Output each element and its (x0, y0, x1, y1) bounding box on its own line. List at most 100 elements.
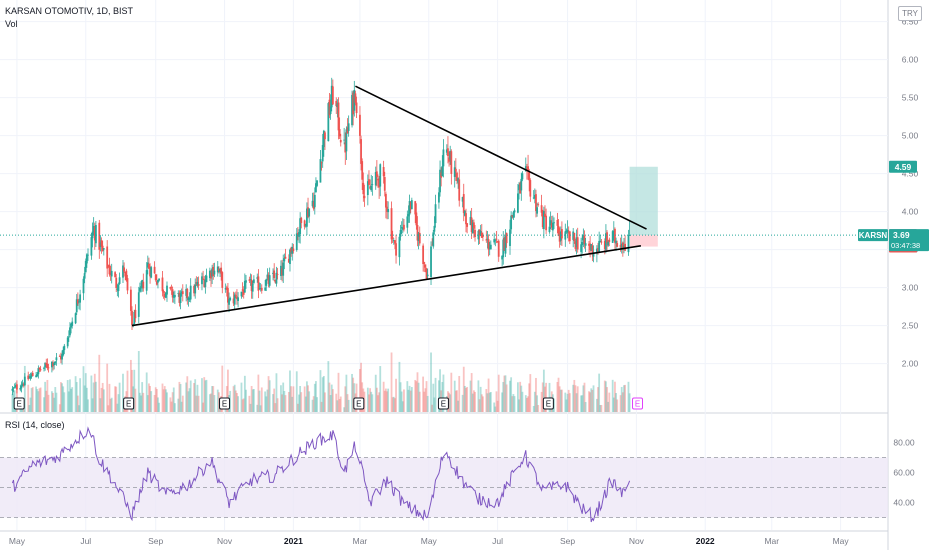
volume-bar (606, 387, 608, 412)
candle-body (237, 297, 239, 301)
volume-bar (162, 389, 165, 412)
volume-bar (497, 374, 500, 412)
volume-bar (252, 389, 255, 412)
volume-bar (204, 380, 207, 412)
candle-body (583, 235, 586, 245)
candle-body (432, 232, 435, 247)
volume-bar (424, 388, 427, 412)
candle-body (320, 162, 323, 164)
candle-body (374, 171, 377, 186)
volume-bar (612, 397, 615, 412)
volume-bar (177, 398, 180, 412)
candle-body (605, 233, 607, 250)
candle-body (109, 272, 112, 275)
candle-body (14, 385, 17, 388)
y-tick-label: 4.00 (902, 207, 919, 217)
candle-body (268, 275, 271, 286)
candle-body (259, 287, 262, 289)
candle-body (379, 164, 382, 187)
chart-title: KARSAN OTOMOTIV, 1D, BIST (5, 6, 134, 16)
candle-body (524, 166, 527, 171)
volume-bar (30, 388, 33, 412)
candle-body (316, 180, 318, 186)
earnings-box (353, 397, 365, 410)
volume-bar (260, 387, 263, 412)
candle-body (486, 238, 489, 240)
volume-bar (430, 352, 432, 412)
volume-bar (78, 405, 80, 412)
volume-bar (28, 405, 31, 412)
volume-legend: Vol (5, 19, 18, 29)
volume-bar (300, 392, 303, 412)
earnings-marker: E (353, 397, 365, 410)
candle-body (480, 232, 483, 238)
candle-body (566, 229, 569, 233)
candle-body (44, 362, 47, 368)
x-tick-label: May (421, 536, 438, 546)
volume-bar (324, 392, 326, 412)
candle-body (600, 241, 603, 243)
candle-body (284, 256, 287, 259)
candle-body (242, 289, 245, 295)
candle-body (76, 299, 79, 304)
volume-bar (256, 404, 259, 412)
candle-body (213, 270, 216, 275)
candle-body (479, 231, 482, 237)
candle-body (280, 265, 282, 276)
candle-body (528, 172, 531, 181)
volume-bar (83, 385, 86, 412)
candle-body (474, 229, 476, 237)
currency-button[interactable]: TRY (898, 6, 922, 21)
candle-body (612, 230, 615, 233)
volume-bar (398, 361, 401, 412)
candle-body (189, 285, 192, 300)
candle-body (141, 279, 144, 287)
volume-bar (37, 391, 40, 412)
volume-bar (583, 382, 586, 412)
volume-bar (519, 381, 522, 412)
candle-body (614, 228, 616, 243)
candle-body (95, 225, 97, 244)
candle-body (584, 243, 587, 246)
candle-body (229, 297, 232, 301)
volume-bar (366, 387, 369, 412)
candle-body (162, 291, 165, 293)
volume-bar (471, 393, 474, 412)
candle-body (553, 222, 555, 224)
earnings-box (542, 397, 554, 410)
candle-body (366, 181, 369, 196)
candle-body (606, 232, 608, 244)
candle-body (140, 286, 142, 289)
volume-bar (347, 399, 350, 412)
volume-bar (470, 373, 473, 412)
volume-bar (377, 395, 379, 412)
candle-body (545, 215, 548, 231)
earnings-marker: E (219, 397, 231, 410)
candle-body (16, 384, 18, 390)
candle-body (172, 295, 175, 298)
volume-bar (371, 394, 374, 412)
volume-bar (540, 391, 543, 412)
candle-body (275, 272, 278, 284)
volume-bar (576, 386, 579, 412)
volume-bar (410, 387, 413, 412)
candle-body (344, 142, 347, 153)
volume-bar (598, 373, 601, 412)
volume-bar (384, 388, 387, 412)
volume-bar (454, 390, 457, 412)
candle-body (608, 239, 611, 242)
candle-body (123, 267, 126, 272)
candle-body (493, 239, 496, 243)
earnings-box (123, 397, 135, 410)
volume-bar (241, 399, 244, 412)
earnings-label: E (635, 400, 640, 409)
volume-bar (330, 384, 333, 412)
candle-body (75, 299, 78, 313)
symbol-tag-text: KARSN (859, 231, 888, 240)
volume-bar (61, 383, 63, 412)
volume-bar (423, 391, 426, 412)
candle-body (536, 207, 538, 214)
volume-bar (478, 399, 481, 412)
